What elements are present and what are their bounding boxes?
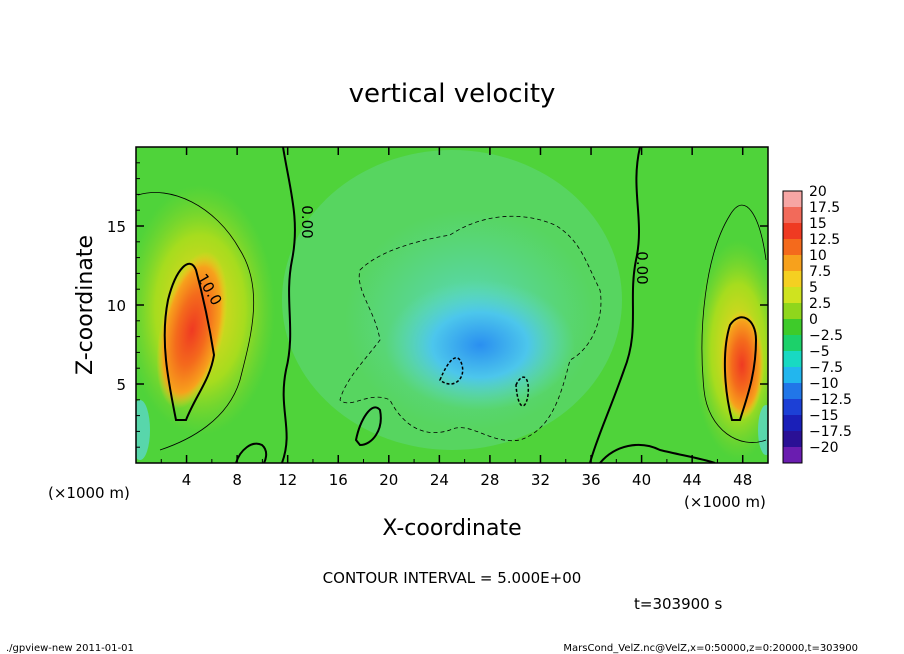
x-axis-label: X-coordinate	[382, 516, 521, 541]
colorbar-swatch	[783, 383, 802, 400]
colorbar-swatch	[783, 351, 802, 368]
colorbar: 2017.51512.5107.552.50−2.5−5−7.5−10−12.5…	[782, 184, 852, 464]
colorbar-swatch	[783, 255, 802, 272]
field-left-edge-cyan	[136, 400, 150, 460]
x-tick-label: 24	[430, 471, 449, 489]
colorbar-label: 2.5	[809, 296, 831, 312]
contour-five-left	[137, 192, 255, 451]
contour-interval-note: CONTOUR INTERVAL = 5.000E+00	[323, 569, 582, 587]
x-tick-label: 32	[531, 471, 550, 489]
footer-left: ./gpview-new 2011-01-01	[6, 643, 134, 654]
field-right-core	[720, 310, 764, 420]
heatmap-field	[136, 147, 768, 463]
colorbar-label: −2.5	[809, 328, 843, 344]
colorbar-label: 7.5	[809, 264, 831, 280]
y-axis-ticks: 5 10 15	[107, 162, 768, 448]
y-tick-label: 5	[116, 376, 126, 394]
colorbar-swatch	[783, 367, 802, 384]
chart-title: vertical velocity	[349, 79, 556, 109]
colorbar-label: 5	[809, 280, 818, 296]
footer-right: MarsCond_VelZ.nc@VelZ,x=0:50000,z=0:2000…	[563, 643, 858, 654]
colorbar-label: −17.5	[809, 424, 852, 440]
y-tick-label: 15	[107, 218, 126, 236]
colorbar-label: 0	[809, 312, 818, 328]
colorbar-swatch	[783, 223, 802, 240]
x-tick-label: 40	[632, 471, 651, 489]
field-blue-core	[385, 280, 575, 410]
colorbar-label: −10	[809, 376, 839, 392]
colorbar-label: 17.5	[809, 200, 840, 216]
contour-ten-right	[723, 316, 758, 421]
contour-label-zero-right: 0.00	[633, 251, 651, 284]
contour-zero-right	[589, 147, 641, 463]
field-right-edge-cyan	[758, 405, 768, 455]
colorbar-label: −7.5	[809, 360, 843, 376]
x-tick-label: 36	[581, 471, 600, 489]
colorbar-swatch	[783, 431, 802, 448]
x-tick-label: 20	[379, 471, 398, 489]
x-tick-label: 12	[278, 471, 297, 489]
colorbar-swatch	[783, 271, 802, 288]
colorbar-swatch	[783, 415, 802, 432]
contour-zero-left	[281, 147, 296, 463]
x-tick-label: 16	[329, 471, 348, 489]
colorbar-label: 15	[809, 216, 827, 232]
contour-ground-blobs	[235, 406, 716, 463]
contour-ten-left	[163, 263, 216, 421]
colorbar-label: −5	[809, 344, 830, 360]
colorbar-label: −15	[809, 408, 839, 424]
x-unit-left: (×1000 m)	[48, 484, 130, 502]
contour-negative-region	[339, 215, 602, 442]
colorbar-swatch	[783, 399, 802, 416]
colorbar-label: −12.5	[809, 392, 852, 408]
x-tick-label: 8	[232, 471, 242, 489]
x-axis-ticks: 4 8 12 16 20 24 28 32 36 40 44 48	[160, 147, 769, 489]
colorbar-swatch	[783, 239, 802, 256]
colorbar-label: 10	[809, 248, 827, 264]
colorbar-frame	[782, 190, 803, 464]
x-unit-right: (×1000 m)	[684, 493, 766, 511]
time-note: t=303900 s	[634, 595, 722, 613]
x-tick-label: 48	[733, 471, 752, 489]
colorbar-swatch	[783, 303, 802, 320]
colorbar-swatch	[783, 319, 802, 336]
colorbar-label: 20	[809, 184, 827, 200]
colorbar-label: −20	[809, 440, 839, 456]
colorbar-swatch	[783, 191, 802, 208]
y-axis-label: Z-coordinate	[73, 235, 98, 375]
colorbar-label: 12.5	[809, 232, 840, 248]
x-tick-label: 4	[182, 471, 192, 489]
contour-negative-core	[439, 357, 530, 407]
colorbar-swatch	[783, 335, 802, 352]
y-tick-label: 10	[107, 297, 126, 315]
colorbar-swatch	[783, 447, 802, 464]
contour-label-zero-left: 0.00	[298, 205, 316, 238]
x-tick-label: 44	[683, 471, 702, 489]
colorbar-swatch	[783, 207, 802, 224]
colorbar-swatch	[783, 287, 802, 304]
x-tick-label: 28	[480, 471, 499, 489]
contour-five-right	[701, 204, 767, 443]
